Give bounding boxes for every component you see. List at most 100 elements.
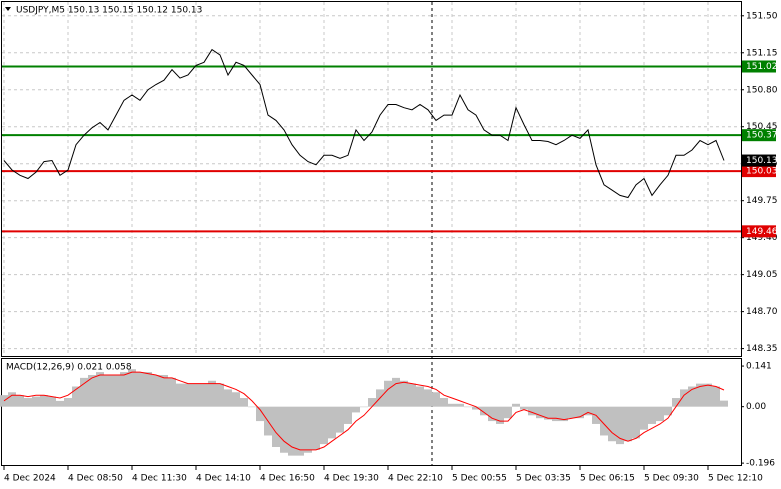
macd-bar xyxy=(480,406,488,416)
x-tick-label: 4 Dec 16:50 xyxy=(260,474,315,484)
macd-bar xyxy=(712,386,720,407)
macd-bar xyxy=(720,400,728,407)
macd-bar xyxy=(32,396,40,407)
y-tick-label: 151.15 xyxy=(746,48,778,58)
menu-icon xyxy=(5,7,11,11)
x-tick-label: 4 Dec 14:10 xyxy=(196,474,251,484)
macd-bar xyxy=(456,403,464,407)
macd-bar xyxy=(56,400,64,407)
macd-bar xyxy=(304,406,312,453)
x-tick-label: 4 Dec 11:30 xyxy=(132,474,187,484)
macd-bar xyxy=(64,398,72,407)
level-label: 150.37 xyxy=(746,131,778,141)
macd-bar xyxy=(656,406,664,422)
level-label: 150.03 xyxy=(746,167,778,177)
macd-bar xyxy=(192,383,200,407)
macd-bar xyxy=(240,398,248,407)
y-tick-label: 148.35 xyxy=(746,344,778,354)
macd-bar xyxy=(688,386,696,407)
macd-bar xyxy=(224,389,232,407)
macd-bar xyxy=(344,406,352,424)
macd-bar xyxy=(96,372,104,407)
macd-bar xyxy=(504,406,512,419)
macd-bar xyxy=(216,383,224,407)
macd-bar xyxy=(416,386,424,407)
macd-bar xyxy=(112,374,120,407)
macd-bar xyxy=(432,392,440,407)
macd-bar xyxy=(464,406,472,408)
macd-bar xyxy=(616,406,624,445)
current-price-box xyxy=(742,154,776,167)
macd-bar xyxy=(632,406,640,439)
macd-bar xyxy=(408,383,416,407)
level-label-box xyxy=(742,225,776,238)
macd-bar xyxy=(704,383,712,407)
macd-bar xyxy=(200,383,208,407)
y-tick-label: -0.196 xyxy=(746,459,775,469)
macd-bar xyxy=(568,406,576,419)
macd-bar xyxy=(672,398,680,407)
macd-bar xyxy=(152,374,160,407)
x-tick-label: 5 Dec 12:10 xyxy=(708,474,763,484)
macd-bar xyxy=(584,406,592,416)
macd-bar xyxy=(40,395,48,407)
macd-bar xyxy=(168,377,176,407)
macd-bar xyxy=(496,406,504,424)
macd-title: MACD(12,26,9) 0.021 0.058 xyxy=(6,363,132,373)
y-tick-label: 0.141 xyxy=(746,362,772,372)
macd-bar xyxy=(24,398,32,407)
price-panel xyxy=(1,1,742,357)
macd-bar xyxy=(360,406,368,408)
macd-bar xyxy=(80,377,88,407)
macd-bar xyxy=(160,374,168,407)
x-tick-label: 4 Dec 19:30 xyxy=(324,474,379,484)
macd-bar xyxy=(312,406,320,450)
y-tick-label: 149.75 xyxy=(746,196,778,206)
macd-panel xyxy=(1,358,742,466)
x-tick-label: 4 Dec 22:10 xyxy=(388,474,443,484)
y-tick-label: 150.45 xyxy=(746,122,778,132)
level-label: 151.02 xyxy=(746,62,778,72)
price-line xyxy=(3,48,725,199)
y-tick-label: 149.40 xyxy=(746,233,778,243)
level-label: 149.46 xyxy=(746,227,778,237)
macd-bar xyxy=(576,406,584,419)
macd-bar xyxy=(296,406,304,456)
y-tick-label: 150.80 xyxy=(746,85,778,95)
macd-bar xyxy=(536,406,544,419)
level-label-box xyxy=(742,60,776,73)
macd-bar xyxy=(8,392,16,407)
macd-bar xyxy=(600,406,608,436)
macd-bar xyxy=(696,383,704,407)
macd-bar xyxy=(472,406,480,410)
macd-bar xyxy=(72,386,80,407)
macd-bar xyxy=(176,383,184,407)
macd-bar xyxy=(544,406,552,420)
macd-bar xyxy=(512,403,520,407)
macd-bar xyxy=(320,406,328,445)
macd-bar xyxy=(48,396,56,407)
macd-bar xyxy=(400,380,408,407)
macd-bar xyxy=(520,406,528,410)
macd-bar xyxy=(144,372,152,407)
macd-bar xyxy=(488,406,496,422)
macd-bar xyxy=(256,406,264,422)
macd-bar xyxy=(384,380,392,407)
macd-bar xyxy=(104,374,112,407)
current-price-label: 150.13 xyxy=(746,156,778,166)
x-tick-label: 5 Dec 06:15 xyxy=(580,474,635,484)
macd-bar xyxy=(328,406,336,439)
macd-bar xyxy=(624,406,632,442)
y-tick-label: 0.00 xyxy=(746,402,766,412)
macd-bar xyxy=(392,377,400,407)
x-tick-label: 5 Dec 00:55 xyxy=(452,474,507,484)
macd-bar xyxy=(368,398,376,407)
macd-bar xyxy=(208,380,216,407)
macd-bar xyxy=(120,372,128,407)
macd-bar xyxy=(184,383,192,407)
macd-bar xyxy=(640,406,648,430)
signal-line xyxy=(3,371,725,451)
macd-bar xyxy=(352,406,360,413)
macd-bar xyxy=(136,372,144,407)
